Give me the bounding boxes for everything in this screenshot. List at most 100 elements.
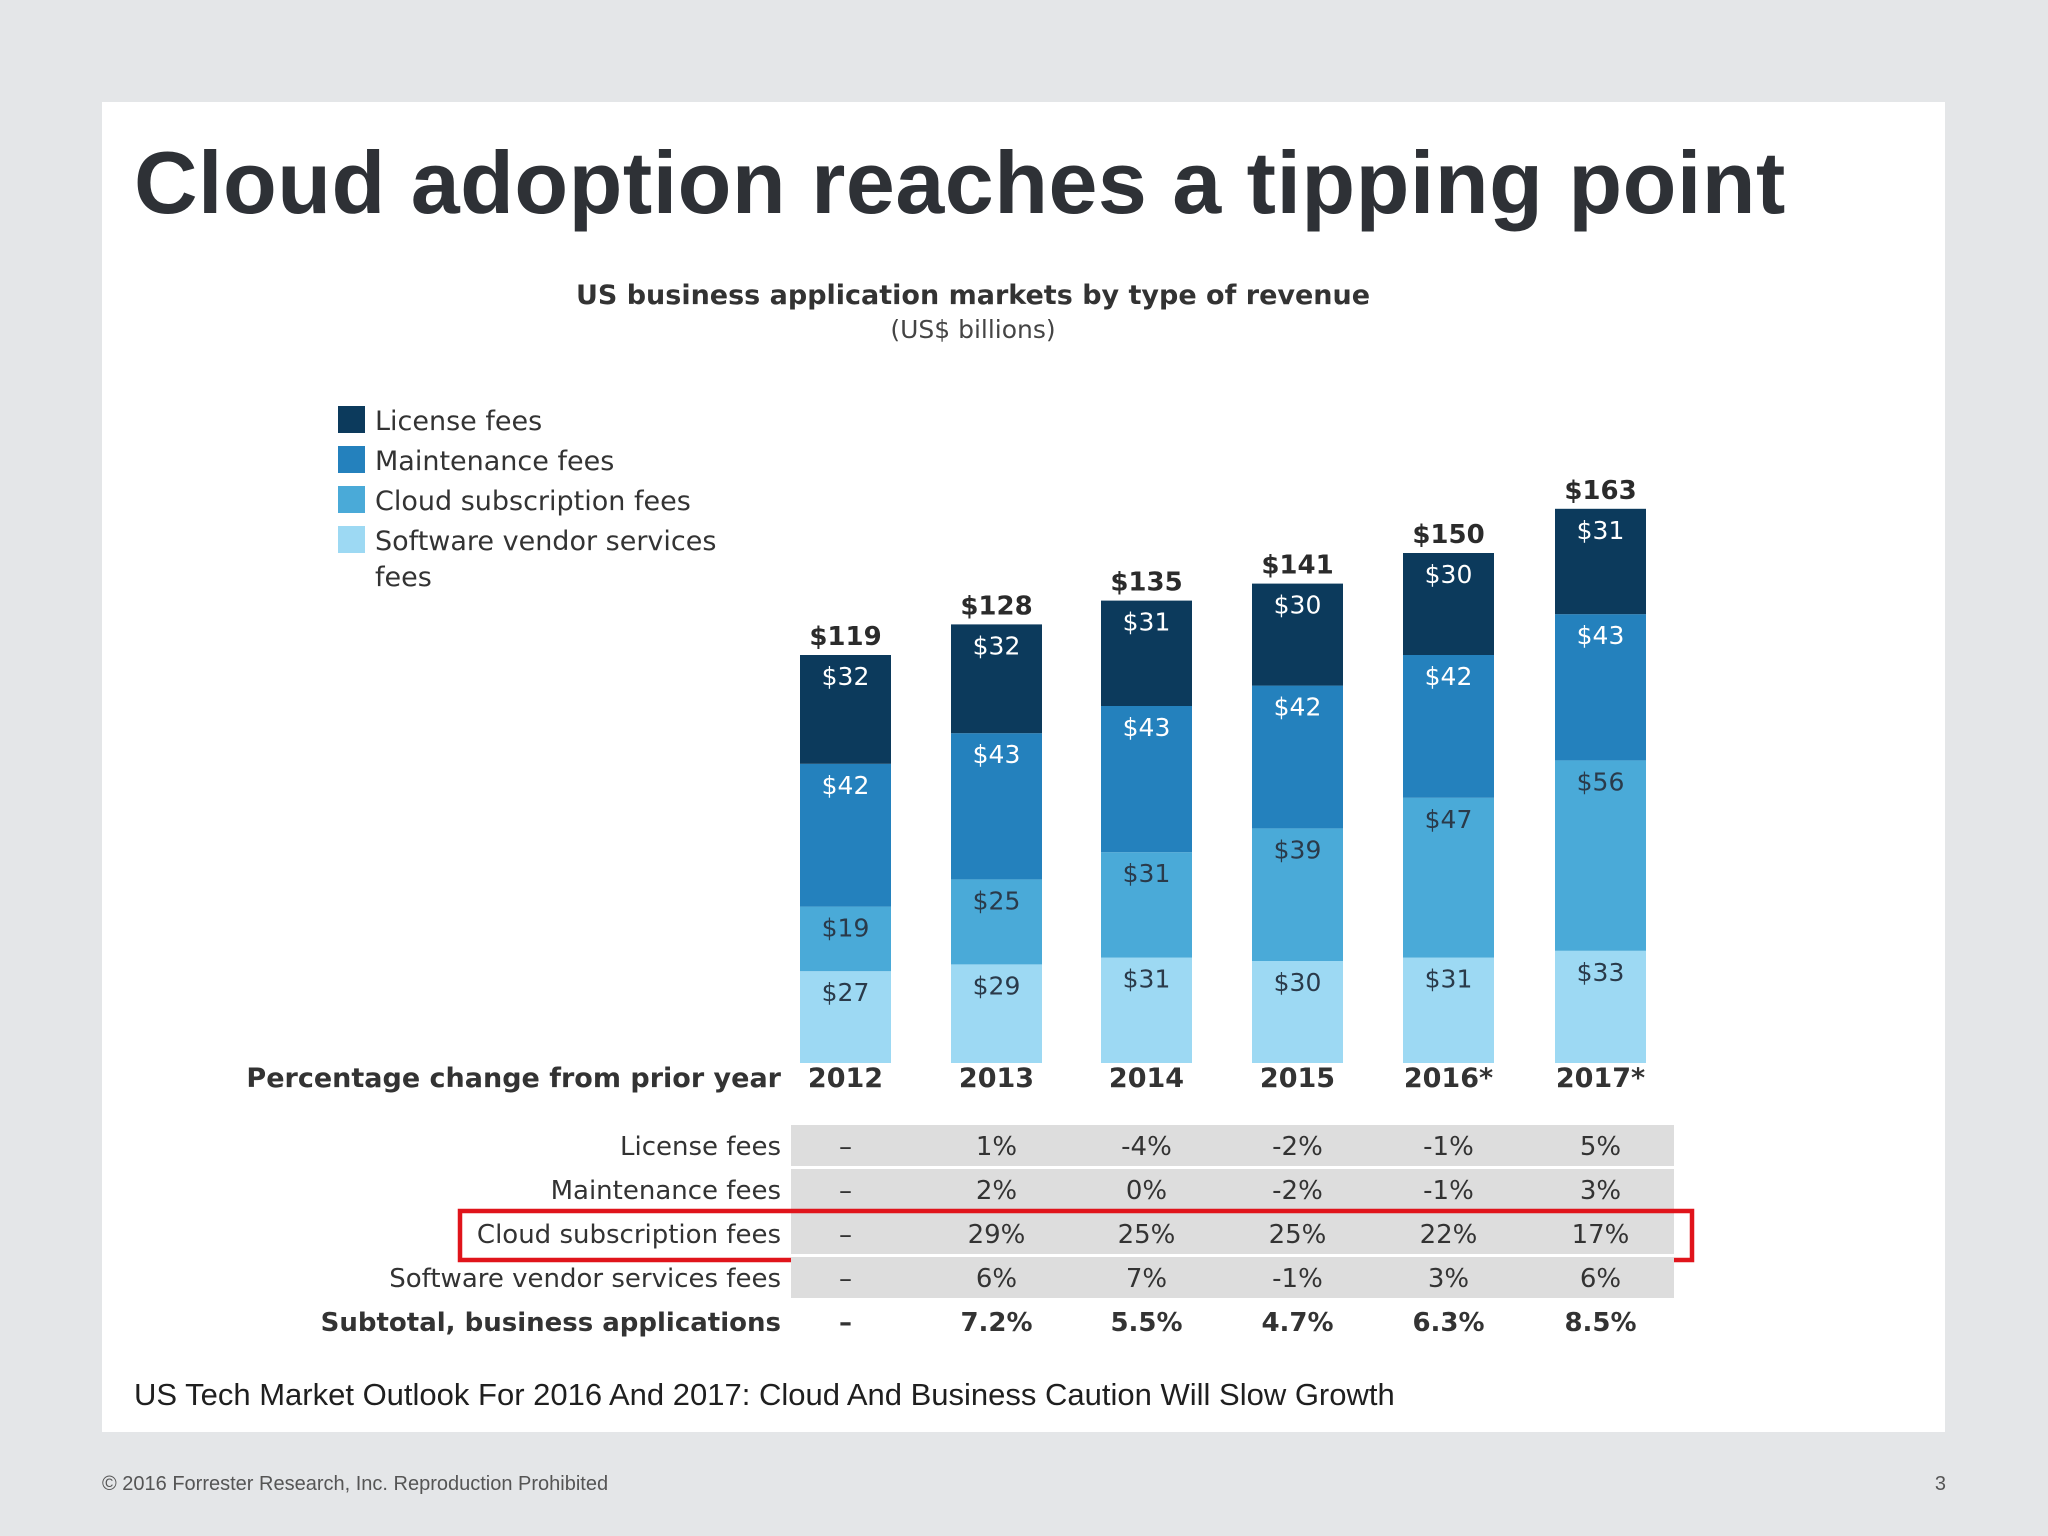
page-number: 3	[1934, 1473, 1946, 1495]
table-cell: 17%	[1572, 1220, 1630, 1250]
table-cell: 0%	[1126, 1176, 1167, 1206]
table-cell: 6.3%	[1412, 1308, 1484, 1338]
bar-segment-cloud	[1403, 797, 1494, 958]
table-cell: –	[839, 1176, 852, 1206]
bar-segment-maintenance	[1403, 655, 1494, 798]
bar-segment-license	[1555, 508, 1646, 615]
table-row-label: Software vendor services fees	[389, 1264, 781, 1294]
bar-segment-license	[1403, 553, 1494, 655]
table-cell: 22%	[1420, 1220, 1478, 1250]
table-row-band	[791, 1125, 1674, 1166]
table-cell: 7%	[1126, 1264, 1167, 1294]
chart: US business application markets by type …	[246, 280, 1695, 1338]
bar-total-label: $150	[1412, 520, 1484, 550]
table-cell: –	[839, 1308, 852, 1338]
table-cell: -1%	[1423, 1132, 1474, 1162]
bar-segment-cloud	[1252, 828, 1343, 961]
bar-total-label: $141	[1261, 551, 1333, 581]
table-cell: -1%	[1423, 1176, 1474, 1206]
bar-segment-cloud	[800, 906, 891, 972]
table-cell: -1%	[1272, 1264, 1323, 1294]
table-cell: 8.5%	[1564, 1308, 1636, 1338]
bar-segment-services	[800, 971, 891, 1063]
bar-value-label: $29	[973, 971, 1021, 1000]
chart-title: US business application markets by type …	[576, 280, 1370, 311]
bar-value-label: $19	[822, 914, 870, 943]
bar-value-label: $42	[822, 771, 870, 800]
legend-label-maintenance: Maintenance fees	[375, 446, 614, 477]
legend-label-services: fees	[375, 562, 432, 593]
table-cell: 3%	[1580, 1176, 1621, 1206]
chart-subtitle: (US$ billions)	[890, 315, 1055, 344]
legend-swatch-services	[338, 526, 365, 553]
table-row-label: License fees	[620, 1132, 781, 1162]
table-cell: 3%	[1428, 1264, 1469, 1294]
bar-segment-maintenance	[800, 763, 891, 907]
table-cell: –	[839, 1264, 852, 1294]
table-cell: 4.7%	[1261, 1308, 1333, 1338]
bar-value-label: $27	[822, 978, 870, 1007]
bar-value-label: $43	[1577, 621, 1625, 650]
table-row-label: Cloud subscription fees	[477, 1220, 781, 1250]
x-axis-tick-label: 2012	[808, 1063, 883, 1094]
bar-segment-license	[1101, 600, 1192, 706]
slide: Cloud adoption reaches a tipping point U…	[102, 102, 1945, 1432]
legend-label-cloud: Cloud subscription fees	[375, 486, 691, 517]
table-cell: 2%	[976, 1176, 1017, 1206]
x-axis-tick-label: 2014	[1109, 1063, 1184, 1094]
bar-segment-services	[1101, 957, 1192, 1063]
bar-segment-license	[800, 655, 891, 764]
bar-segment-services	[1252, 961, 1343, 1063]
bar-segment-services	[1555, 950, 1646, 1063]
table-cell: 1%	[976, 1132, 1017, 1162]
table-cell: -4%	[1121, 1132, 1172, 1162]
bar-value-label: $25	[973, 886, 1021, 915]
bar-segment-services	[951, 964, 1042, 1063]
table-cell: –	[839, 1220, 852, 1250]
table-cell: 5%	[1580, 1132, 1621, 1162]
table-row-band	[791, 1213, 1674, 1254]
bar-value-label: $39	[1274, 835, 1322, 864]
table-cell: -2%	[1272, 1132, 1323, 1162]
x-axis-tick-label: 2017*	[1556, 1063, 1645, 1094]
bar-value-label: $30	[1425, 560, 1473, 589]
bar-segment-maintenance	[1252, 685, 1343, 829]
bar-value-label: $31	[1425, 965, 1473, 994]
bar-segment-cloud	[1555, 760, 1646, 951]
bar-total-label: $119	[809, 622, 881, 652]
bar-value-label: $30	[1274, 591, 1322, 620]
bar-value-label: $32	[973, 631, 1021, 660]
x-axis-tick-label: 2015	[1260, 1063, 1335, 1094]
footer-copyright: © 2016 Forrester Research, Inc. Reproduc…	[102, 1473, 609, 1495]
slide-title: Cloud adoption reaches a tipping point	[134, 133, 1786, 232]
bar-value-label: $43	[973, 740, 1021, 769]
legend-swatch-cloud	[338, 486, 365, 513]
table-cell: 6%	[1580, 1264, 1621, 1294]
bar-segment-services	[1403, 957, 1494, 1063]
bar-total-label: $135	[1110, 568, 1182, 598]
table-cell: -2%	[1272, 1176, 1323, 1206]
bar-value-label: $31	[1577, 516, 1625, 545]
table-cell: 29%	[968, 1220, 1026, 1250]
bar-value-label: $33	[1577, 958, 1625, 987]
source-caption: US Tech Market Outlook For 2016 And 2017…	[134, 1377, 1395, 1412]
bar-total-label: $128	[960, 591, 1032, 621]
table-cell: 6%	[976, 1264, 1017, 1294]
table-cell: 25%	[1118, 1220, 1176, 1250]
legend-label-services: Software vendor services	[375, 526, 716, 557]
bar-segment-license	[1252, 583, 1343, 686]
bar-segment-cloud	[951, 879, 1042, 965]
table-header: Percentage change from prior year	[246, 1063, 781, 1094]
bar-value-label: $31	[1123, 965, 1171, 994]
bar-segment-maintenance	[1101, 706, 1192, 853]
bar-segment-maintenance	[1555, 614, 1646, 761]
legend-swatch-maintenance	[338, 446, 365, 473]
table-cell: 25%	[1269, 1220, 1327, 1250]
bar-value-label: $42	[1274, 693, 1322, 722]
legend-label-license: License fees	[375, 406, 542, 437]
table-row-band	[791, 1169, 1674, 1210]
x-axis-tick-label: 2013	[959, 1063, 1034, 1094]
bar-value-label: $31	[1123, 608, 1171, 637]
table-cell: 5.5%	[1110, 1308, 1182, 1338]
bar-value-label: $47	[1425, 805, 1473, 834]
